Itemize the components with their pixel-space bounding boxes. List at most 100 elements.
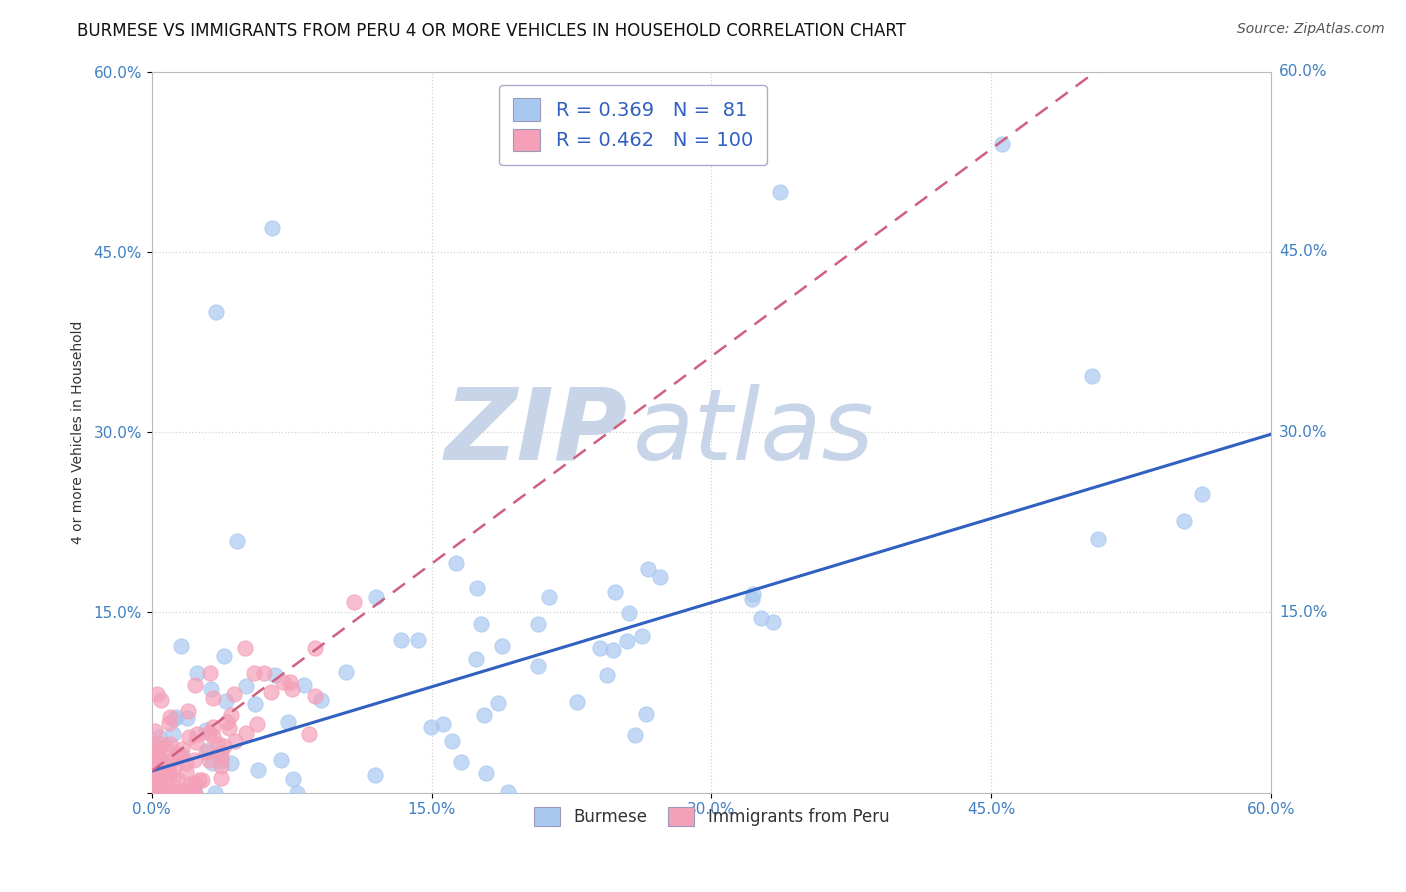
Point [156, 759, 179, 773]
Point [311, 693, 333, 707]
Point [146, 746, 169, 760]
Point [235, 679, 257, 693]
Point [163, 786, 186, 800]
Point [235, 726, 257, 740]
Point [148, 764, 170, 779]
Point [142, 786, 165, 800]
Point [602, 643, 624, 657]
Point [304, 641, 326, 656]
Point [159, 709, 181, 723]
Point [170, 749, 193, 764]
Point [209, 754, 232, 768]
Point [242, 666, 264, 681]
Point [527, 617, 550, 632]
Point [173, 786, 195, 800]
Point [260, 220, 283, 235]
Point [1080, 369, 1102, 384]
Point [243, 698, 266, 712]
Point [201, 690, 224, 705]
Point [769, 185, 792, 199]
Point [207, 737, 229, 751]
Y-axis label: 4 or more Vehicles in Household: 4 or more Vehicles in Household [72, 320, 86, 544]
Point [209, 751, 232, 765]
Point [470, 617, 492, 632]
Point [142, 769, 165, 783]
Point [281, 772, 304, 786]
Point [142, 746, 165, 760]
Point [224, 734, 246, 748]
Text: 30.0%: 30.0% [1279, 425, 1327, 440]
Text: atlas: atlas [633, 384, 875, 481]
Point [246, 716, 269, 731]
Point [205, 747, 228, 762]
Point [281, 681, 304, 696]
Point [183, 786, 205, 800]
Point [465, 651, 488, 665]
Point [152, 752, 174, 766]
Point [617, 606, 640, 620]
Point [149, 781, 172, 796]
Point [441, 734, 464, 748]
Point [1191, 487, 1213, 501]
Point [167, 773, 190, 788]
Point [150, 769, 173, 783]
Point [292, 678, 315, 692]
Point [198, 753, 221, 767]
Point [174, 756, 197, 770]
Point [623, 728, 645, 742]
Point [285, 786, 308, 800]
Point [343, 595, 366, 609]
Point [183, 780, 205, 795]
Point [150, 693, 173, 707]
Point [150, 784, 173, 798]
Point [496, 785, 519, 799]
Point [406, 633, 429, 648]
Point [1173, 514, 1195, 528]
Point [145, 786, 167, 800]
Text: 45.0%: 45.0% [1279, 244, 1327, 260]
Point [391, 632, 413, 647]
Point [157, 715, 180, 730]
Point [153, 786, 176, 800]
Point [183, 775, 205, 789]
Point [177, 704, 200, 718]
Point [260, 685, 283, 699]
Point [270, 753, 292, 767]
Point [177, 730, 200, 744]
Point [631, 629, 654, 643]
Point [157, 764, 180, 779]
Point [212, 739, 235, 754]
Point [205, 305, 228, 319]
Point [1087, 532, 1109, 546]
Point [444, 557, 467, 571]
Point [197, 743, 219, 757]
Point [150, 738, 173, 752]
Point [217, 714, 239, 729]
Legend: Burmese, Immigrants from Peru: Burmese, Immigrants from Peru [526, 799, 897, 835]
Point [166, 747, 188, 762]
Point [616, 634, 638, 648]
Point [298, 727, 321, 741]
Point [156, 767, 179, 781]
Point [201, 720, 224, 734]
Point [155, 740, 177, 755]
Point [169, 786, 191, 800]
Point [634, 706, 657, 721]
Point [157, 786, 180, 800]
Point [215, 694, 238, 708]
Point [194, 745, 217, 759]
Point [198, 726, 221, 740]
Point [222, 687, 245, 701]
Point [472, 707, 495, 722]
Point [165, 710, 187, 724]
Point [146, 746, 169, 760]
Point [204, 786, 226, 800]
Point [159, 786, 181, 800]
Point [432, 716, 454, 731]
Point [143, 754, 166, 768]
Point [603, 585, 626, 599]
Point [637, 562, 659, 576]
Point [526, 659, 548, 673]
Point [176, 764, 198, 779]
Point [162, 753, 184, 767]
